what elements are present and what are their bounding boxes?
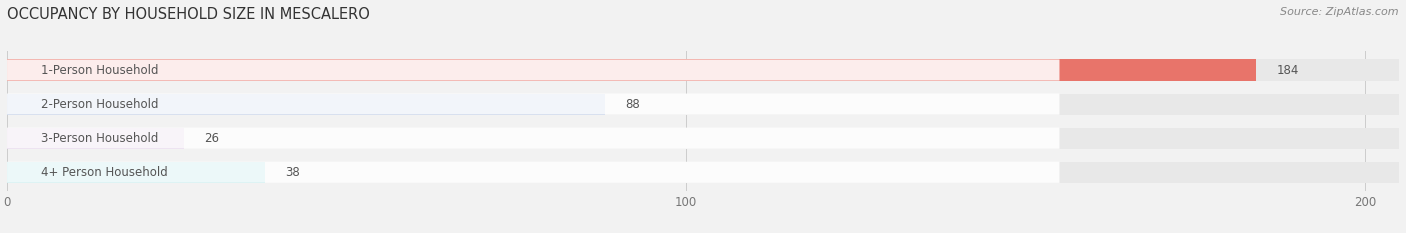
Bar: [7, 59, 1257, 81]
Text: 88: 88: [624, 98, 640, 111]
Text: 184: 184: [1277, 64, 1299, 76]
Text: Source: ZipAtlas.com: Source: ZipAtlas.com: [1281, 7, 1399, 17]
FancyBboxPatch shape: [7, 59, 1060, 81]
Bar: [7, 93, 605, 115]
Bar: [7, 93, 1399, 115]
Text: 4+ Person Household: 4+ Person Household: [41, 166, 167, 179]
Text: 1-Person Household: 1-Person Household: [41, 64, 159, 76]
Bar: [7, 59, 1399, 81]
Bar: [7, 128, 1399, 149]
Text: 2-Person Household: 2-Person Household: [41, 98, 159, 111]
Text: OCCUPANCY BY HOUSEHOLD SIZE IN MESCALERO: OCCUPANCY BY HOUSEHOLD SIZE IN MESCALERO: [7, 7, 370, 22]
Text: 38: 38: [285, 166, 299, 179]
Text: 26: 26: [204, 132, 219, 145]
Text: 3-Person Household: 3-Person Household: [41, 132, 159, 145]
FancyBboxPatch shape: [7, 93, 1060, 115]
Bar: [7, 128, 184, 149]
Bar: [7, 162, 1399, 183]
Bar: [7, 162, 266, 183]
FancyBboxPatch shape: [7, 128, 1060, 149]
FancyBboxPatch shape: [7, 162, 1060, 183]
